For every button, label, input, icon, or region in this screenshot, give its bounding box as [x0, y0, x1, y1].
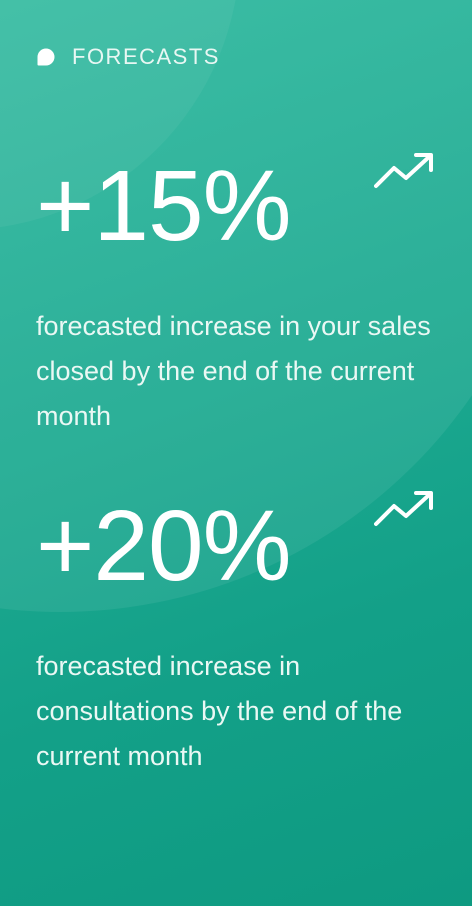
stat-value: +15%: [36, 150, 292, 262]
stat-value: +20%: [36, 490, 292, 602]
trend-up-icon: [374, 491, 433, 526]
forecast-stat-consultations: +20% forecasted increase in consultation…: [36, 496, 448, 779]
stat-description: forecasted increase in consultations by …: [36, 651, 403, 771]
section-title: FORECASTS: [72, 44, 220, 69]
card-header: FORECASTS: [36, 44, 220, 70]
chat-bubble-icon: [37, 48, 55, 66]
trend-up-icon: [374, 153, 433, 188]
forecast-stat-sales: +15% forecasted increase in your sales c…: [36, 156, 448, 439]
stat-description: forecasted increase in your sales closed…: [36, 311, 431, 431]
